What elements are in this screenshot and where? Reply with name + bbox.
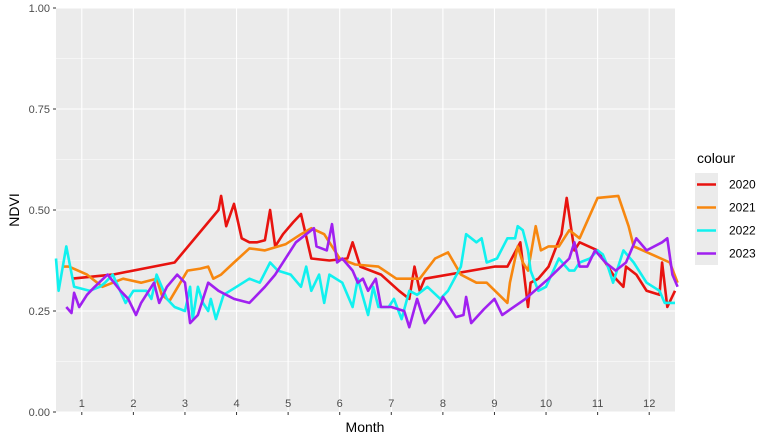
legend-label-2021: 2021 <box>729 201 756 215</box>
x-tick-label: 3 <box>182 398 188 410</box>
legend: colour 2020 2021 2022 2023 <box>695 150 756 265</box>
x-tick-label: 1 <box>79 398 85 410</box>
gridlines <box>56 7 675 413</box>
y-axis: 0.00 0.25 0.50 0.75 1.00 <box>29 3 56 419</box>
x-axis-title: Month <box>346 419 385 435</box>
x-tick-label: 9 <box>491 398 497 410</box>
y-axis-title: NDVI <box>6 193 22 226</box>
legend-label-2020: 2020 <box>729 178 756 192</box>
x-tick-label: 2 <box>130 398 136 410</box>
x-tick-label: 5 <box>285 398 291 410</box>
legend-label-2023: 2023 <box>729 247 756 261</box>
y-tick-label: 0.50 <box>29 205 50 217</box>
series-lines <box>54 194 679 329</box>
x-tick-label: 11 <box>592 398 603 410</box>
x-tick-label: 8 <box>440 398 446 410</box>
y-tick-label: 0.25 <box>29 306 50 318</box>
x-tick-label: 10 <box>540 398 552 410</box>
y-tick-label: 0.00 <box>29 407 50 419</box>
series-line-2023 <box>65 222 679 329</box>
x-tick-label: 12 <box>643 398 655 410</box>
x-tick-label: 6 <box>337 398 343 410</box>
x-tick-labels: 1 2 3 4 5 6 7 8 9 10 11 12 <box>79 398 655 415</box>
legend-title: colour <box>697 150 735 166</box>
y-tick-label: 1.00 <box>29 3 50 15</box>
y-tick-label: 0.75 <box>29 104 50 116</box>
x-tick-label: 4 <box>233 398 239 410</box>
legend-label-2022: 2022 <box>729 224 756 238</box>
x-tick-label: 7 <box>388 398 394 410</box>
series-line-2022 <box>54 224 675 321</box>
